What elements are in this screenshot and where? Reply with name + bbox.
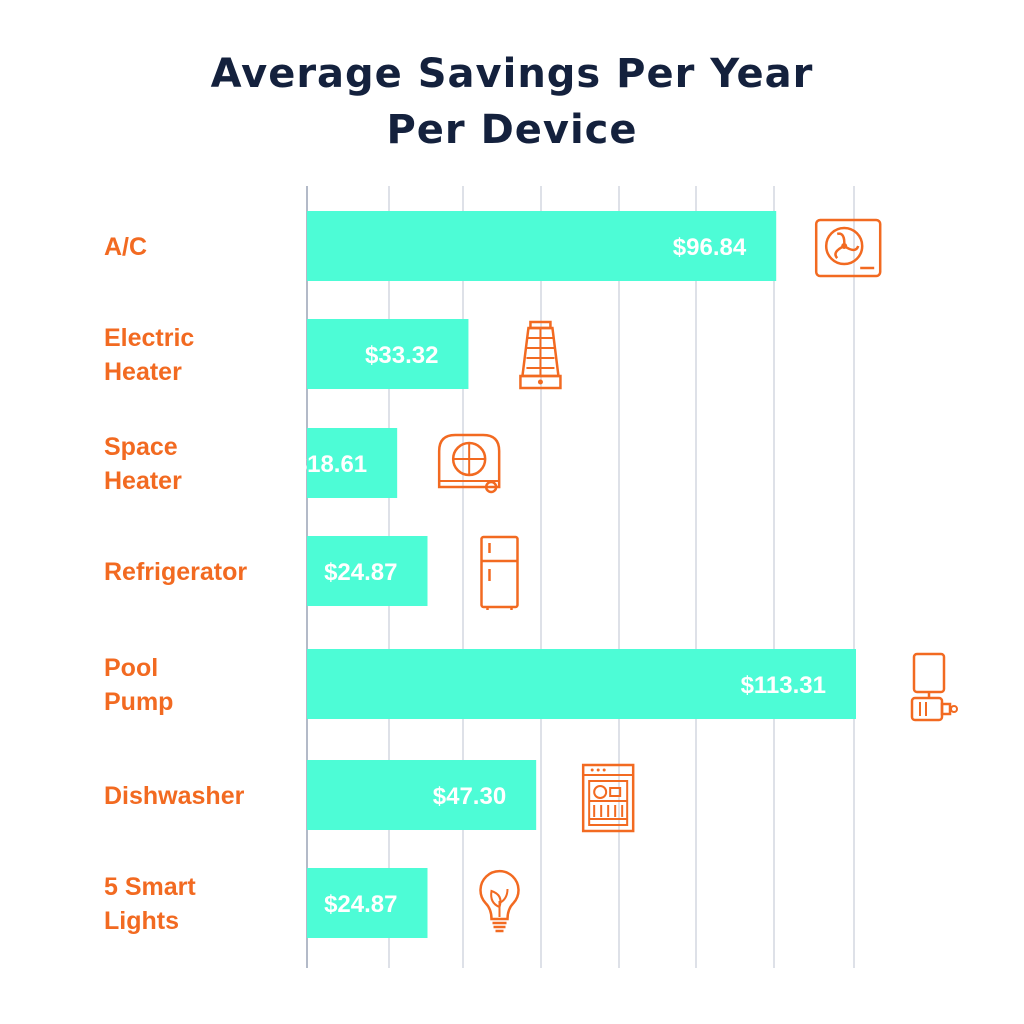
category-label: Electric [104,324,194,352]
chart-title-line-2: Per Device [386,107,638,153]
gridlines [306,186,855,968]
bar [307,428,398,498]
category-label: Refrigerator [104,558,247,586]
bar-value-label: $96.84 [673,234,747,261]
category-label: Heater [104,467,182,495]
refrigerator-icon [480,535,519,610]
bar-row: $18.61 Space Heater [104,428,501,498]
bar-row: $33.32 Electric Heater [104,319,562,390]
space-heater-icon [437,433,501,494]
bar [307,319,469,389]
bar [307,868,428,938]
bar-value-label: $24.87 [324,559,397,586]
bar-value-label: $33.32 [365,342,438,369]
bar-row: $24.87 Refrigerator [104,535,519,610]
bar [307,536,428,606]
bar-row: $113.31 Pool Pump [104,649,958,722]
category-label: Space [104,433,178,461]
pool-pump-icon [910,652,958,722]
bar [307,760,537,830]
chart-title: Average Savings Per Year Per Device [0,46,1024,158]
category-label: Lights [104,907,179,935]
category-label: Pump [104,688,173,716]
bar [307,649,856,719]
dishwasher-icon [581,763,635,833]
chart-title-line-1: Average Savings Per Year [210,51,814,97]
category-label: A/C [104,233,147,261]
bar-value-label: $47.30 [433,783,506,810]
bar-value-label: $24.87 [324,891,397,918]
bar [307,211,777,281]
bar-row: $96.84 A/C [104,211,882,281]
electric-heater-icon [519,320,562,390]
light-bulb-icon [479,869,520,933]
category-label: Heater [104,358,182,386]
category-label: Dishwasher [104,782,245,810]
bar-value-label: $18.61 [294,451,367,478]
category-label: Pool [104,654,158,682]
bar-row: $47.30 Dishwasher [104,760,635,833]
bar-row: $24.87 5 Smart Lights [104,868,520,938]
ac-unit-icon [814,218,882,278]
category-label: 5 Smart [104,873,196,901]
bar-value-label: $113.31 [741,672,826,699]
